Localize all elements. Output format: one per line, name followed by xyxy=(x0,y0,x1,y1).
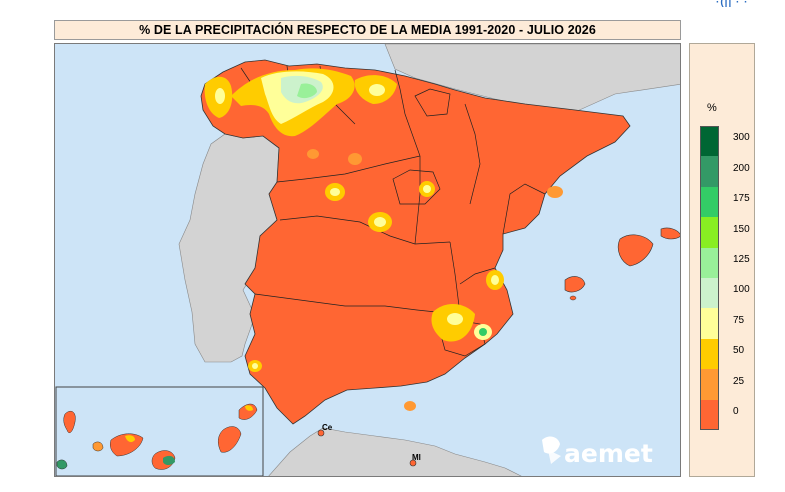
legend-swatch xyxy=(700,247,719,278)
legend-label: 75 xyxy=(733,314,745,326)
precipitation-map: Ce Ml aemet xyxy=(54,43,681,477)
city-label-ceuta: Ce xyxy=(322,423,333,432)
legend-unit: % xyxy=(707,102,717,114)
legend-swatch xyxy=(700,156,719,187)
legend-swatch xyxy=(700,217,719,248)
legend-label: 25 xyxy=(733,375,745,387)
formentera xyxy=(569,295,577,301)
legend-label: 50 xyxy=(733,345,745,357)
map-title-bar: % DE LA PRECIPITACIÓN RESPECTO DE LA MED… xyxy=(54,20,681,40)
precip-zone-25-c4 xyxy=(307,149,319,159)
lanzarote-highlight xyxy=(245,405,253,411)
legend-swatch xyxy=(700,399,719,430)
precip-zone-25-ne2 xyxy=(547,186,563,198)
gran-canaria-highlight xyxy=(163,455,175,465)
legend-swatch xyxy=(700,369,719,400)
legend-label: 125 xyxy=(733,254,750,265)
legend-color-bar xyxy=(700,126,719,430)
la-gomera xyxy=(92,441,104,452)
ceuta-marker xyxy=(317,429,325,437)
precip-zone-75-sw xyxy=(252,363,258,369)
fuerteventura xyxy=(218,426,242,453)
mallorca xyxy=(617,234,654,267)
tenerife-highlight xyxy=(125,435,135,443)
precip-zone-25-s xyxy=(404,401,416,411)
legend-label: 175 xyxy=(733,193,750,205)
precip-zone-75-c1 xyxy=(330,188,340,196)
precip-zone-175-se xyxy=(479,328,487,336)
precip-zone-75-ne xyxy=(369,84,385,96)
la-palma xyxy=(63,411,76,433)
map-canvas: Ce Ml aemet xyxy=(55,44,680,476)
city-label-melilla: Ml xyxy=(412,453,421,462)
precip-zone-25-c5 xyxy=(348,153,362,165)
legend-swatch xyxy=(700,186,719,218)
legend-swatch xyxy=(700,308,719,339)
legend-swatch xyxy=(700,338,719,370)
legend-label: 200 xyxy=(733,162,750,174)
aemet-logo-icon-tail xyxy=(548,450,561,464)
legend-label: 150 xyxy=(733,223,750,235)
precip-zone-125 xyxy=(297,83,317,99)
precipitation-overlay xyxy=(204,68,563,411)
aemet-logo: aemet xyxy=(542,436,653,468)
ibiza xyxy=(564,276,586,293)
aemet-logo-icon xyxy=(542,436,560,454)
el-hierro xyxy=(56,459,68,470)
aemet-logo-text: aemet xyxy=(564,439,653,468)
precip-zone-75-c2 xyxy=(374,217,386,227)
menorca xyxy=(660,227,680,240)
legend-swatch xyxy=(700,277,719,309)
top-right-mark: ·(|| · · xyxy=(716,0,749,8)
map-title: % DE LA PRECIPITACIÓN RESPECTO DE LA MED… xyxy=(139,23,596,37)
legend-swatch xyxy=(700,126,719,157)
precip-zone-75-c3 xyxy=(423,185,431,193)
legend-panel: % 300 200 175 150 125 100 75 50 25 0 xyxy=(689,43,755,477)
precip-zone-75-e1 xyxy=(491,275,499,285)
legend-label: 100 xyxy=(733,284,750,296)
precip-zone-75-galicia xyxy=(215,88,225,104)
precip-zone-75-se xyxy=(447,313,463,325)
legend-label: 0 xyxy=(733,406,739,417)
melilla-marker xyxy=(409,459,417,467)
canary-islands xyxy=(56,403,258,470)
morocco-landmass xyxy=(268,427,522,476)
legend-label: 300 xyxy=(733,132,750,144)
